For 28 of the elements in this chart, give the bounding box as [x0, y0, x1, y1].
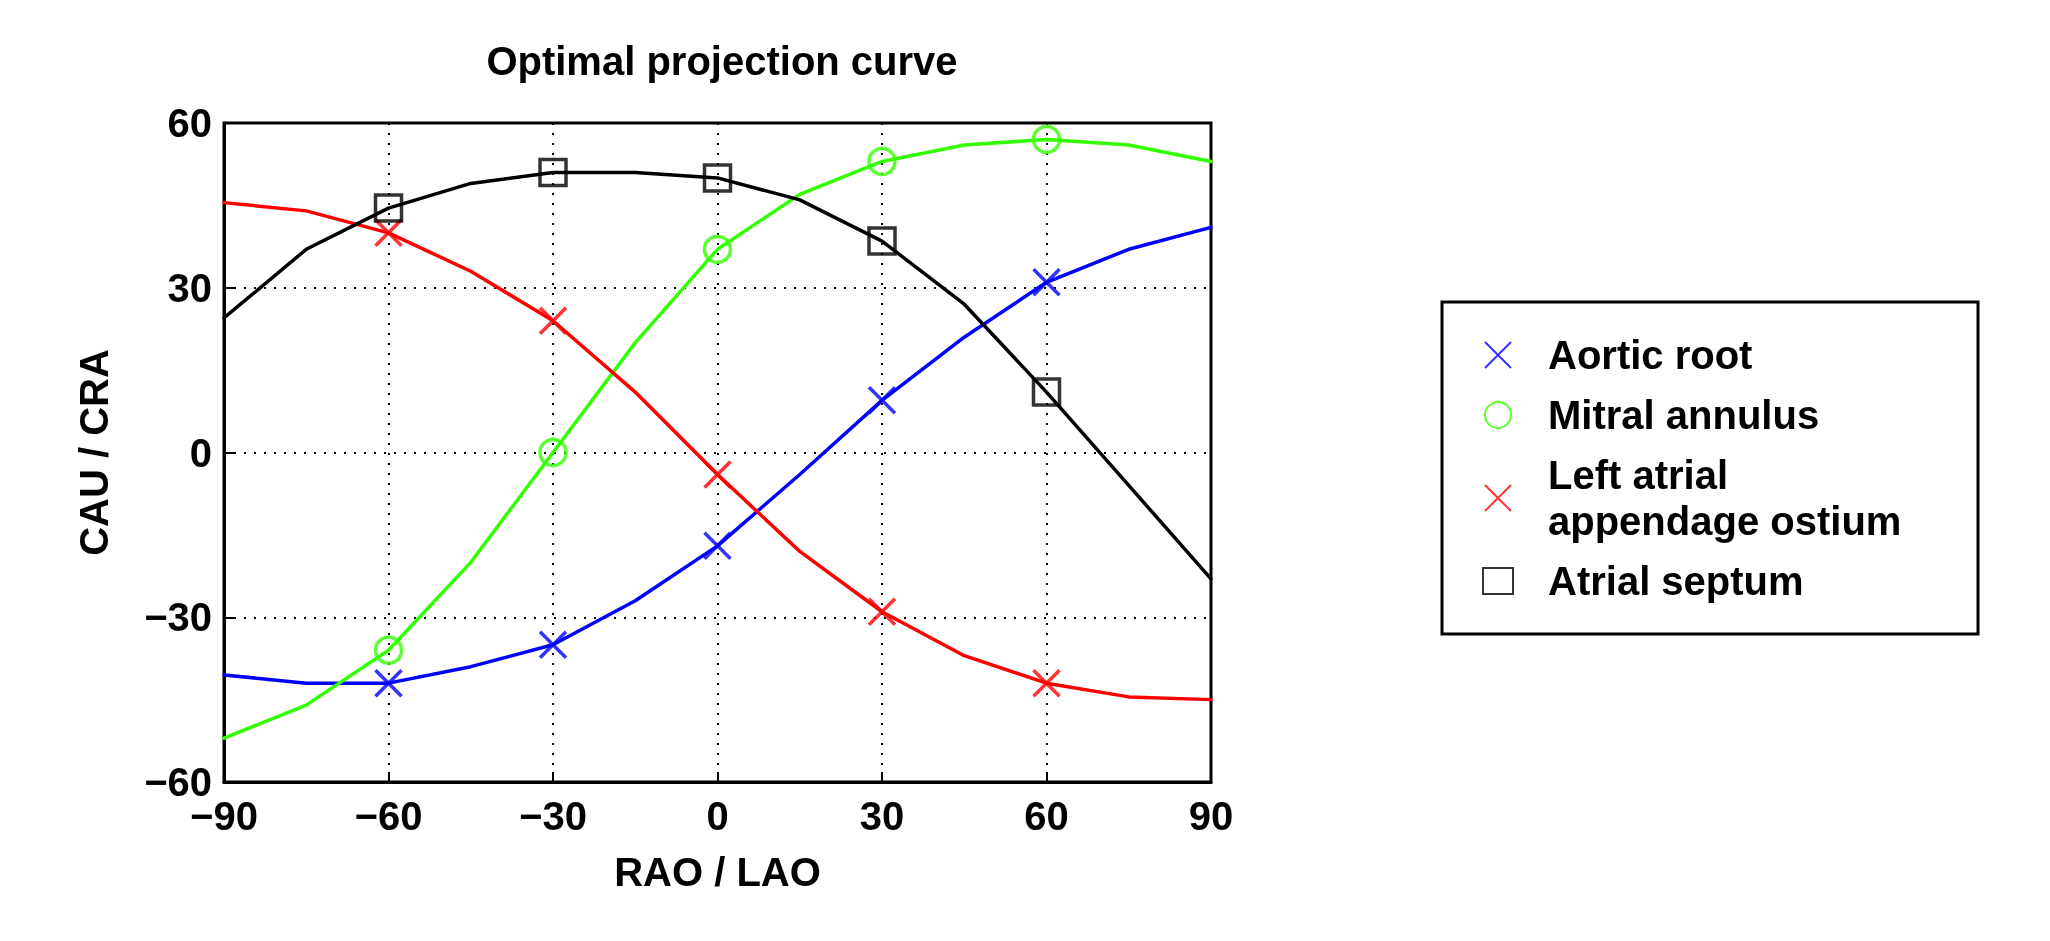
y-axis-title: CAU / CRA	[72, 349, 116, 556]
y-tick-label: 30	[167, 265, 212, 310]
x-axis-title: RAO / LAO	[614, 850, 821, 894]
x-tick-label: 60	[1024, 794, 1069, 838]
point	[1031, 124, 1062, 155]
point	[373, 635, 404, 665]
x-tick-label: 0	[706, 794, 729, 838]
legend-label: Aortic root	[1548, 333, 1753, 377]
point	[538, 437, 568, 468]
x-tick-label: −60	[354, 794, 423, 838]
legend-label: Mitral annulus	[1548, 393, 1820, 437]
point	[867, 226, 897, 256]
x-tick-label: −30	[519, 794, 587, 838]
x-tick-label: 30	[859, 794, 905, 838]
y-tick-label: 0	[189, 430, 212, 475]
legend-label: Left atrial appendage ostium	[1548, 453, 1902, 543]
legend-label: Atrial septum	[1548, 559, 1804, 603]
y-tick-label: −30	[144, 595, 212, 640]
point	[702, 163, 733, 193]
point	[538, 157, 568, 188]
point	[1031, 377, 1062, 407]
point	[867, 146, 897, 177]
y-tick-label: −60	[144, 760, 212, 804]
point	[373, 193, 404, 223]
y-tick-label: 60	[167, 101, 212, 145]
x-tick-label: 90	[1188, 794, 1234, 838]
point	[702, 234, 733, 265]
chart-title: Optimal projection curve	[486, 39, 958, 83]
